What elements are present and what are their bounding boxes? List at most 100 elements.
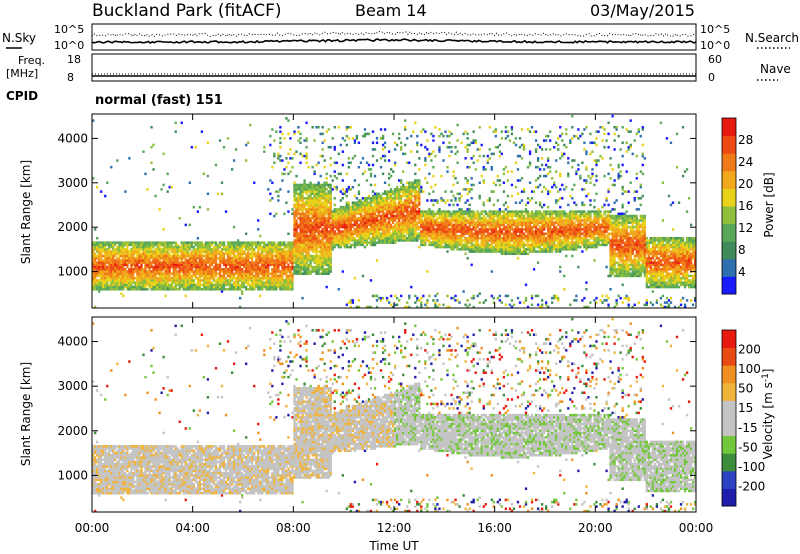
power-cell: [343, 234, 346, 238]
power-cell: [371, 236, 375, 240]
power-cell: [198, 285, 202, 289]
power-cell: [168, 185, 171, 189]
power-cell: [375, 205, 379, 209]
power-cell: [303, 203, 306, 207]
power-cell: [317, 225, 320, 229]
power-cell: [180, 259, 183, 262]
power-cell: [128, 272, 131, 276]
power-cell: [333, 232, 336, 236]
power-cell: [214, 272, 218, 276]
power-cell: [387, 210, 391, 213]
power-cell: [140, 252, 143, 256]
power-cell: [385, 236, 389, 240]
power-cell: [406, 201, 409, 204]
power-cell: [464, 216, 467, 220]
power-cell: [436, 210, 439, 213]
power-cell: [408, 232, 411, 236]
power-cell: [448, 236, 451, 240]
power-cell: [164, 276, 167, 280]
power-cell: [369, 201, 373, 204]
power-cell: [426, 214, 429, 218]
power-cell: [315, 203, 318, 207]
power-cell: [261, 279, 264, 282]
power-cell: [172, 248, 175, 251]
power-cell: [174, 243, 177, 247]
power-cell: [420, 143, 423, 147]
power-cell: [255, 265, 258, 269]
power-cell: [100, 248, 103, 251]
power-cell: [277, 241, 280, 244]
power-cell: [321, 252, 324, 256]
power-cell: [420, 219, 423, 222]
power-cell: [490, 243, 493, 247]
power-cell: [331, 219, 334, 222]
power-cell: [329, 221, 332, 224]
power-cell: [297, 268, 300, 271]
power-cell: [224, 245, 228, 249]
power-cell: [152, 288, 155, 291]
power-cell: [303, 185, 306, 189]
power-cell: [446, 221, 449, 224]
power-cell: [474, 230, 477, 233]
power-cell: [313, 192, 316, 196]
power-cell: [220, 241, 224, 244]
power-cell: [249, 254, 252, 258]
power-cell: [277, 194, 280, 198]
power-cell: [267, 272, 270, 276]
power-cell: [275, 274, 278, 278]
power-cell: [422, 234, 425, 238]
power-cell: [448, 203, 451, 207]
power-cell: [383, 230, 387, 233]
power-cell: [408, 236, 411, 240]
power-cell: [299, 272, 302, 276]
power-cell: [335, 228, 338, 231]
power-cell: [389, 208, 393, 211]
power-cell: [325, 245, 328, 249]
power-cell: [150, 241, 153, 244]
power-cell: [329, 197, 332, 200]
power-cell: [166, 279, 169, 282]
power-cell: [281, 270, 284, 273]
power-cell: [442, 236, 445, 240]
power-cell: [277, 274, 280, 278]
power-cell: [287, 270, 290, 273]
power-cell: [108, 276, 111, 280]
power-cell: [363, 216, 367, 220]
power-cell: [321, 241, 324, 244]
power-cell: [295, 150, 298, 153]
power-cell: [305, 263, 308, 267]
power-cell: [200, 270, 204, 273]
power-cell: [234, 288, 238, 291]
power-cell: [303, 265, 306, 269]
power-cell: [396, 192, 399, 196]
power-cell: [144, 245, 147, 249]
power-cell: [212, 256, 216, 260]
power-cell: [424, 225, 427, 229]
power-cell: [391, 199, 395, 202]
power-cell: [236, 241, 240, 244]
power-cell: [428, 239, 431, 242]
power-cell: [299, 225, 302, 229]
power-cell: [468, 236, 471, 240]
power-cell: [402, 203, 405, 207]
power-cell: [379, 221, 383, 224]
power-cell: [422, 214, 425, 218]
power-cell: [108, 279, 111, 282]
power-cell: [351, 225, 355, 229]
power-cell: [432, 210, 435, 213]
power-cell: [98, 252, 101, 256]
power-cell: [387, 159, 391, 162]
power-cell: [486, 250, 489, 253]
power-cell: [347, 212, 351, 216]
power-cell: [110, 241, 113, 244]
power-cell: [96, 288, 99, 291]
power-cell: [325, 205, 328, 209]
power-cell: [293, 272, 296, 276]
power-cell: [398, 299, 401, 302]
power-cell: [327, 205, 330, 209]
power-cell: [452, 225, 455, 229]
power-cell: [369, 225, 373, 229]
power-cell: [180, 263, 183, 267]
power-cell: [408, 199, 411, 202]
power-cell: [182, 248, 185, 251]
